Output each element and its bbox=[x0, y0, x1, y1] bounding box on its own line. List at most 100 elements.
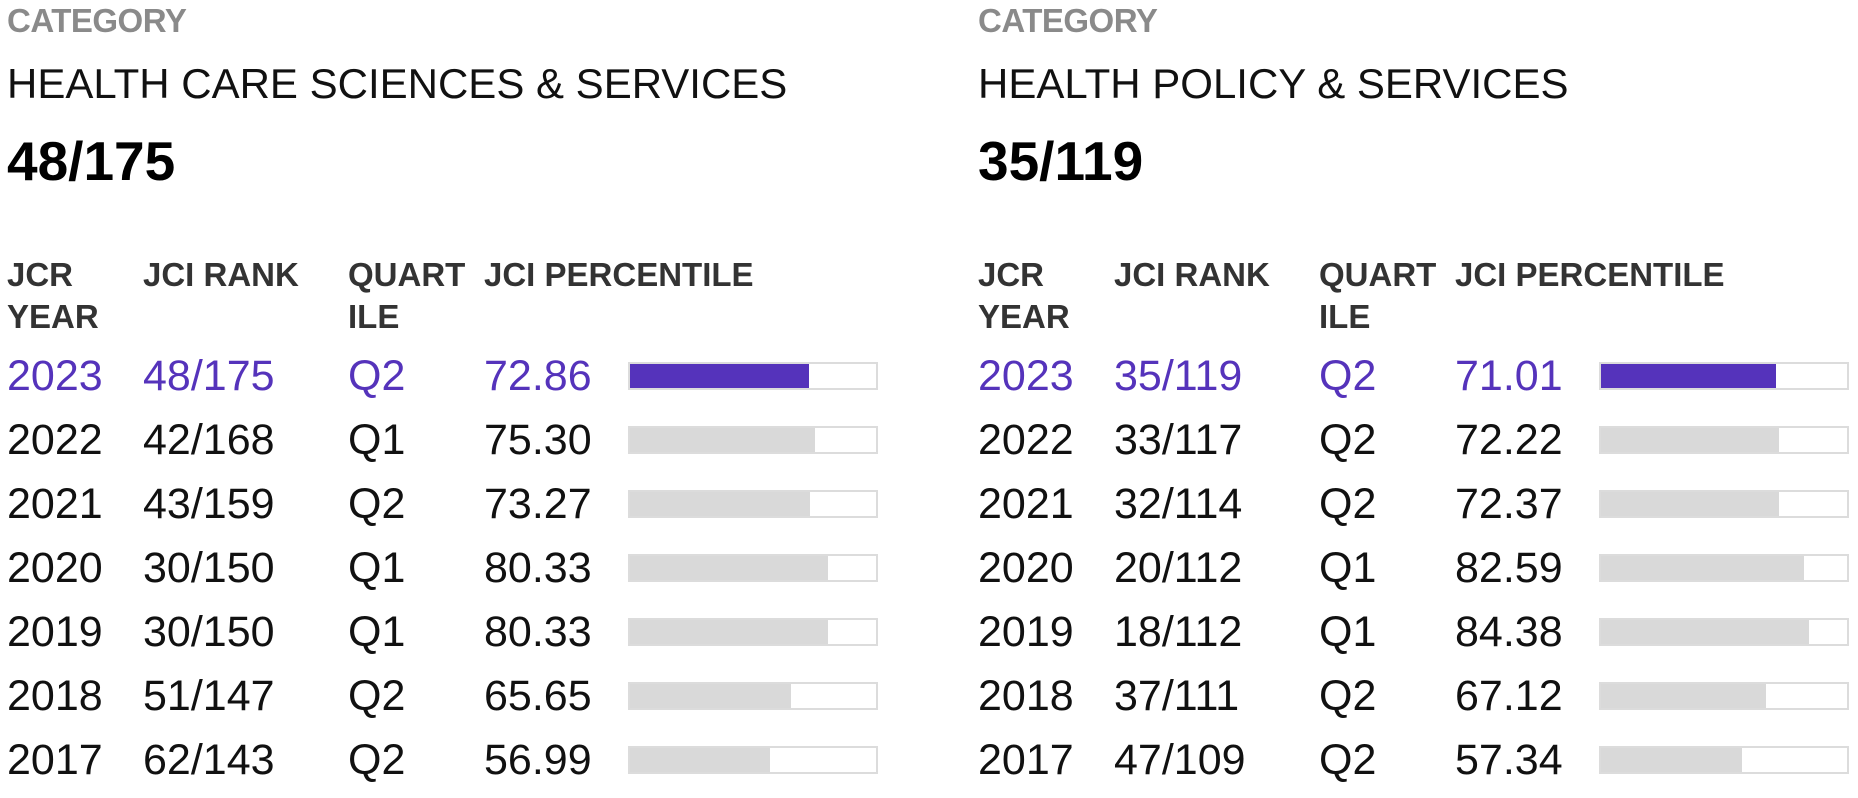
quartile-cell: Q2 bbox=[348, 672, 406, 720]
quartile-cell: Q2 bbox=[348, 480, 406, 528]
percentile-bar bbox=[1599, 362, 1849, 390]
percentile-bar bbox=[1599, 682, 1849, 710]
category-rank: 48/175 bbox=[7, 130, 176, 192]
year-cell: 2017 bbox=[978, 736, 1074, 784]
jci-rank-cell: 30/150 bbox=[143, 544, 275, 592]
percentile-cell: 80.33 bbox=[484, 544, 592, 592]
percentile-bar bbox=[1599, 618, 1849, 646]
rank-table: 2023 35/119 Q2 71.01 2022 33/117 Q2 72.22 2021 32… bbox=[978, 350, 1858, 798]
year-cell: 2023 bbox=[7, 352, 103, 400]
category-rank: 35/119 bbox=[978, 130, 1144, 192]
table-row: 2022 33/117 Q2 72.22 bbox=[978, 414, 1858, 478]
table-row: 2019 30/150 Q1 80.33 bbox=[7, 606, 907, 670]
year-cell: 2018 bbox=[978, 672, 1074, 720]
jci-rank-cell: 30/150 bbox=[143, 608, 275, 656]
year-cell: 2018 bbox=[7, 672, 103, 720]
percentile-bar-fill bbox=[1601, 364, 1776, 388]
year-cell: 2023 bbox=[978, 352, 1074, 400]
year-cell: 2017 bbox=[7, 736, 103, 784]
quartile-cell: Q2 bbox=[1319, 480, 1377, 528]
percentile-cell: 82.59 bbox=[1455, 544, 1563, 592]
rank-table: 2023 48/175 Q2 72.86 2022 42/168 Q1 75.30 2021 43… bbox=[7, 350, 907, 798]
table-row: 2017 47/109 Q2 57.34 bbox=[978, 734, 1858, 798]
table-row: 2018 37/111 Q2 67.12 bbox=[978, 670, 1858, 734]
percentile-cell: 65.65 bbox=[484, 672, 592, 720]
jci-rank-cell: 35/119 bbox=[1114, 352, 1243, 400]
percentile-cell: 71.01 bbox=[1455, 352, 1563, 400]
percentile-bar bbox=[1599, 426, 1849, 454]
header-line: YEAR bbox=[978, 298, 1070, 335]
jci-rank-cell: 42/168 bbox=[143, 416, 275, 464]
percentile-bar-fill bbox=[630, 748, 771, 772]
year-cell: 2019 bbox=[7, 608, 103, 656]
quartile-cell: Q1 bbox=[348, 544, 406, 592]
percentile-cell: 73.27 bbox=[484, 480, 592, 528]
percentile-cell: 84.38 bbox=[1455, 608, 1563, 656]
year-cell: 2021 bbox=[978, 480, 1074, 528]
header-line: QUART bbox=[1319, 256, 1437, 293]
jci-rank-cell: 18/112 bbox=[1114, 608, 1243, 656]
percentile-cell: 56.99 bbox=[484, 736, 592, 784]
percentile-bar-fill bbox=[630, 492, 811, 516]
year-cell: 2022 bbox=[7, 416, 103, 464]
percentile-bar-fill bbox=[1601, 620, 1809, 644]
percentile-bar-fill bbox=[1601, 492, 1780, 516]
percentile-bar bbox=[628, 362, 878, 390]
column-header-jci-rank: JCI RANK bbox=[143, 256, 299, 293]
percentile-bar bbox=[1599, 554, 1849, 582]
quartile-cell: Q2 bbox=[348, 352, 406, 400]
table-row: 2021 43/159 Q2 73.27 bbox=[7, 478, 907, 542]
table-row: 2019 18/112 Q1 84.38 bbox=[978, 606, 1858, 670]
jci-rank-cell: 43/159 bbox=[143, 480, 275, 528]
percentile-bar bbox=[628, 746, 878, 774]
column-header-jcr-year: JCR YEAR bbox=[978, 254, 1088, 338]
percentile-cell: 72.86 bbox=[484, 352, 592, 400]
percentile-bar-fill bbox=[1601, 748, 1743, 772]
percentile-bar-fill bbox=[1601, 684, 1767, 708]
percentile-bar-fill bbox=[630, 684, 792, 708]
header-line: JCR bbox=[978, 256, 1045, 293]
percentile-cell: 72.37 bbox=[1455, 480, 1563, 528]
jci-rank-cell: 51/147 bbox=[143, 672, 275, 720]
jci-rank-cell: 48/175 bbox=[143, 352, 275, 400]
quartile-cell: Q1 bbox=[1319, 544, 1377, 592]
percentile-bar bbox=[1599, 746, 1849, 774]
jci-rank-cell: 20/112 bbox=[1114, 544, 1243, 592]
column-header-jcr-year: JCR YEAR bbox=[7, 254, 117, 338]
year-cell: 2019 bbox=[978, 608, 1074, 656]
percentile-cell: 80.33 bbox=[484, 608, 592, 656]
year-cell: 2022 bbox=[978, 416, 1074, 464]
jci-rank-cell: 47/109 bbox=[1114, 736, 1246, 784]
header-line: QUART bbox=[348, 256, 466, 293]
jci-rank-cell: 62/143 bbox=[143, 736, 275, 784]
table-row: 2020 30/150 Q1 80.33 bbox=[7, 542, 907, 606]
year-cell: 2020 bbox=[978, 544, 1074, 592]
percentile-bar-fill bbox=[630, 428, 816, 452]
header-line: ILE bbox=[348, 298, 400, 335]
category-label: CATEGORY bbox=[978, 2, 1158, 39]
percentile-bar-fill bbox=[630, 620, 828, 644]
quartile-cell: Q2 bbox=[1319, 736, 1377, 784]
column-header-jci-percentile: JCI PERCENTILE bbox=[484, 256, 754, 293]
percentile-bar-fill bbox=[1601, 556, 1805, 580]
table-row: 2023 48/175 Q2 72.86 bbox=[7, 350, 907, 414]
header-line: JCR bbox=[7, 256, 74, 293]
percentile-cell: 75.30 bbox=[484, 416, 592, 464]
column-header-quartile: QUART ILE bbox=[348, 254, 466, 338]
quartile-cell: Q2 bbox=[1319, 352, 1377, 400]
category-name[interactable]: HEALTH CARE SCIENCES & SERVICES bbox=[7, 60, 788, 107]
table-row: 2023 35/119 Q2 71.01 bbox=[978, 350, 1858, 414]
category-name[interactable]: HEALTH POLICY & SERVICES bbox=[978, 60, 1569, 107]
percentile-cell: 67.12 bbox=[1455, 672, 1563, 720]
percentile-bar-fill bbox=[1601, 428, 1779, 452]
header-line: ILE bbox=[1319, 298, 1371, 335]
table-row: 2022 42/168 Q1 75.30 bbox=[7, 414, 907, 478]
category-label: CATEGORY bbox=[7, 2, 187, 39]
quartile-cell: Q2 bbox=[348, 736, 406, 784]
percentile-bar bbox=[628, 490, 878, 518]
percentile-cell: 57.34 bbox=[1455, 736, 1563, 784]
percentile-bar bbox=[628, 682, 878, 710]
table-row: 2020 20/112 Q1 82.59 bbox=[978, 542, 1858, 606]
year-cell: 2021 bbox=[7, 480, 103, 528]
table-row: 2017 62/143 Q2 56.99 bbox=[7, 734, 907, 798]
